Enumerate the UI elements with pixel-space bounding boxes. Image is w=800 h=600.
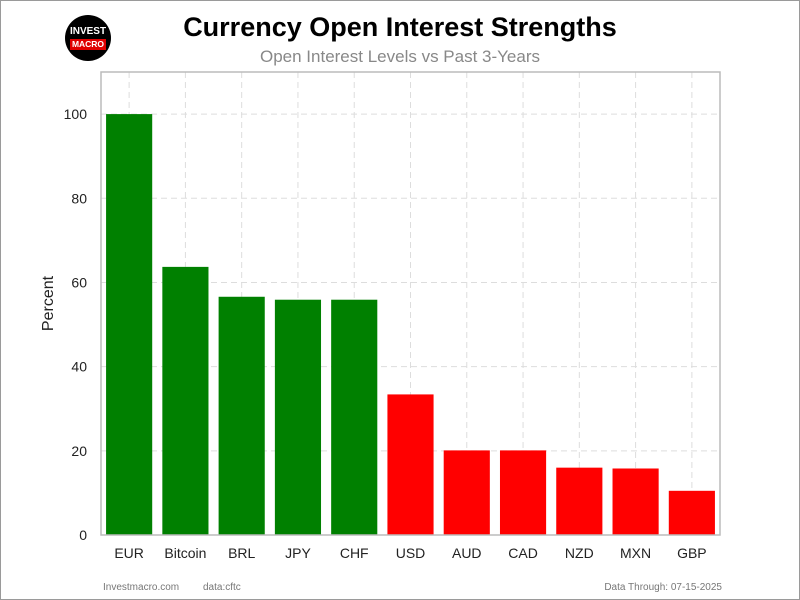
x-tick-label: CAD bbox=[508, 545, 538, 561]
y-tick-label: 80 bbox=[71, 190, 87, 206]
bar-cad bbox=[499, 450, 547, 535]
logo-line1: INVEST bbox=[69, 26, 107, 37]
chart-subtitle: Open Interest Levels vs Past 3-Years bbox=[259, 47, 541, 66]
logo-line2: MACRO bbox=[70, 39, 106, 50]
bar-gbp bbox=[668, 490, 715, 535]
x-tick-label: JPY bbox=[285, 545, 311, 561]
plot-border bbox=[100, 71, 721, 536]
x-tick-label: MXN bbox=[620, 545, 651, 561]
bar-mxn bbox=[612, 468, 659, 535]
y-axis-label: Percent bbox=[40, 275, 57, 331]
bar-eur bbox=[106, 114, 153, 535]
bar-brl bbox=[218, 296, 265, 535]
y-tick-label: 60 bbox=[71, 274, 87, 290]
x-tick-label: GBP bbox=[677, 545, 707, 561]
bar-aud bbox=[443, 450, 490, 535]
x-tick-label: NZD bbox=[565, 545, 594, 561]
y-tick-label: 100 bbox=[64, 106, 88, 122]
chart-title: Currency Open Interest Strengths bbox=[183, 12, 617, 42]
y-tick-label: 40 bbox=[71, 359, 87, 375]
x-tick-label: EUR bbox=[114, 545, 144, 561]
footer-source: data:cftc bbox=[203, 582, 241, 593]
x-tick-label: BRL bbox=[228, 545, 255, 561]
x-tick-label: AUD bbox=[452, 545, 482, 561]
bar-jpy bbox=[274, 299, 322, 535]
y-tick-label: 20 bbox=[71, 443, 87, 459]
footer-site: Investmacro.com bbox=[103, 582, 180, 593]
bar-nzd bbox=[556, 467, 603, 535]
x-tick-label: USD bbox=[396, 545, 426, 561]
y-tick-label: 0 bbox=[79, 527, 87, 543]
investmacro-logo: INVEST MACRO bbox=[65, 15, 111, 61]
bar-bitcoin bbox=[162, 266, 209, 535]
x-tick-label: Bitcoin bbox=[164, 545, 206, 561]
x-tick-label: CHF bbox=[340, 545, 369, 561]
footer-date: Data Through: 07-15-2025 bbox=[604, 582, 722, 593]
bar-usd bbox=[387, 394, 434, 535]
bar-chf bbox=[331, 299, 378, 535]
